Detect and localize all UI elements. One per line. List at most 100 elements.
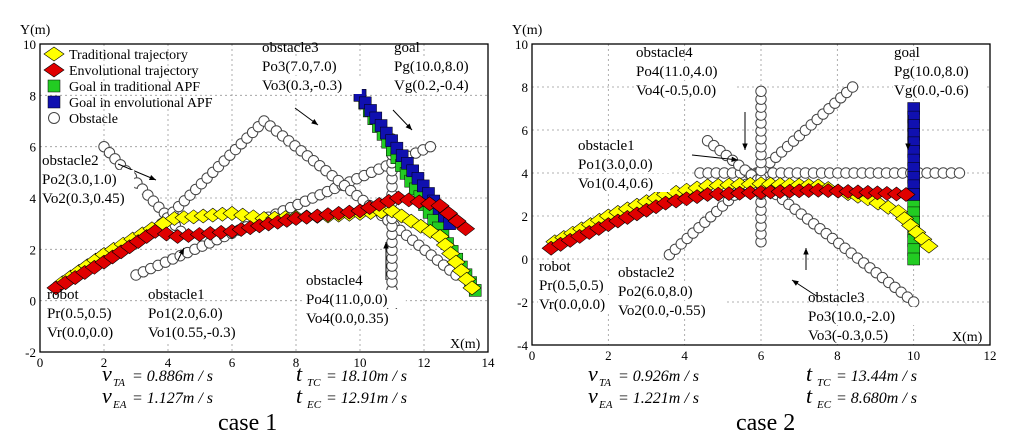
annotation-obstacle2: obstacle2 Po2(6.0,8.0) Vo2(0.0,-0.55) — [617, 265, 726, 319]
stat-value: = 1.221m / s — [618, 390, 699, 407]
series-goal-in-envolutional-apf — [907, 102, 920, 201]
annotation-text: Po4(11.0,4.0) — [636, 64, 718, 80]
case-label: case 2 — [736, 410, 795, 436]
annotation-text: Po2(3.0,1.0) — [42, 172, 117, 188]
stat-symbol: v — [588, 361, 598, 386]
arrow-head — [149, 174, 156, 181]
annotation-text: Vo1(0.55,-0.3) — [148, 325, 236, 341]
x-axis-label: X(m) — [450, 337, 481, 352]
annotation-text: Vo1(0.4,0.6) — [578, 176, 653, 192]
obstacle-point — [424, 140, 437, 153]
y-axis-label: Y(m) — [20, 23, 51, 38]
legend-marker — [47, 95, 61, 109]
annotation-bg — [261, 76, 362, 94]
annotation-goal: goal Pg(10.0,8.0) Vg(0.0,-0.6) — [893, 45, 987, 99]
annotation-obstacle4: obstacle4 Po4(11.0,4.0) Vo4(-0.5,0.0) — [635, 45, 736, 99]
trajectory-point — [456, 221, 476, 237]
annotation-arrow — [117, 163, 157, 181]
annotation-bg — [893, 62, 987, 80]
arrow-head — [731, 156, 738, 163]
annotation-text: obstacle1 — [578, 138, 635, 154]
y-tick-label: 6 — [522, 123, 529, 138]
series-envolutional-trajectory — [541, 182, 916, 256]
annotation-obstacle3: obstacle3 Po3(7.0,7.0) Vo3(0.3,-0.3) — [261, 40, 362, 94]
y-tick-label: 2 — [30, 242, 37, 257]
legend-marker — [43, 46, 65, 62]
annotation-text: obstacle2 — [42, 153, 99, 169]
trajectory-point — [919, 238, 939, 254]
legend-marker — [47, 79, 61, 93]
annotation-text: Po4(11.0,0.0) — [306, 292, 388, 308]
stat-value: = 13.44m / s — [836, 368, 917, 385]
annotation-text: Pr(0.5,0.5) — [539, 278, 604, 294]
stat-subscript: EC — [816, 399, 832, 411]
annotation-text: Vg(0.0,-0.6) — [894, 83, 969, 99]
annotation-bg — [46, 323, 132, 341]
annotation-bg — [41, 189, 142, 207]
stat-t-EC: t EC = 12.91m / s — [296, 383, 407, 411]
annotation-text: Pr(0.5,0.5) — [47, 306, 112, 322]
y-tick-label: 10 — [515, 37, 528, 52]
goal-point — [907, 252, 920, 266]
legend-label: Goal in traditional APF — [69, 80, 200, 95]
x-tick-label: 4 — [165, 355, 172, 370]
stat-subscript: EC — [306, 399, 322, 411]
stat-value: = 8.680m / s — [836, 390, 917, 407]
series-envolutional-trajectory — [46, 190, 476, 296]
annotation-text: Pg(10.0,8.0) — [894, 64, 969, 80]
annotation-bg — [305, 309, 406, 327]
x-tick-label: 10 — [907, 348, 920, 363]
annotation-bg — [147, 304, 241, 322]
stat-symbol: t — [806, 361, 813, 386]
series-obstacle3 — [701, 135, 920, 308]
annotation-bg — [261, 57, 355, 75]
annotation-text: Po1(3.0,0.0) — [578, 157, 653, 173]
annotation-bg — [46, 304, 132, 322]
annotation-arrow — [691, 154, 739, 161]
stat-value: = 0.886m / s — [132, 368, 213, 385]
annotation-bg — [635, 62, 736, 80]
stat-v-TA: v TA = 0.926m / s — [588, 361, 699, 389]
stat-t-TC: t TC = 13.44m / s — [806, 361, 917, 389]
annotation-bg — [305, 290, 406, 308]
y-tick-label: -4 — [517, 338, 528, 353]
stat-t-TC: t TC = 18.10m / s — [296, 361, 407, 389]
trajectory-point — [896, 187, 916, 202]
annotation-robot: robot Pr(0.5,0.5) Vr(0.0,0.0) — [46, 287, 132, 341]
annotation-text: Po3(10.0,-2.0) — [808, 309, 895, 325]
arrow-head — [803, 248, 809, 255]
x-tick-label: 12 — [418, 355, 431, 370]
y-tick-label: 0 — [30, 294, 37, 309]
arrow-head — [383, 242, 389, 249]
annotation-bg — [807, 326, 908, 344]
annotation-bg — [538, 295, 624, 313]
annotation-bg — [393, 57, 487, 75]
annotation-bg — [893, 81, 987, 99]
y-tick-label: 4 — [522, 166, 529, 181]
arrow-head — [742, 143, 748, 150]
arrow-head — [792, 280, 799, 286]
annotation-text: Vo4(0.0,0.35) — [306, 311, 389, 327]
stat-value: = 18.10m / s — [326, 368, 407, 385]
obstacle-point — [755, 85, 767, 98]
stat-subscript: TA — [599, 377, 611, 389]
x-tick-label: 14 — [482, 355, 496, 370]
stat-symbol: v — [102, 361, 112, 386]
x-tick-label: 2 — [605, 348, 612, 363]
annotation-text: Po2(6.0,8.0) — [618, 284, 693, 300]
stat-symbol: v — [102, 383, 112, 408]
annotation-text: Vo2(0.0,-0.55) — [618, 303, 706, 319]
annotation-text: Vo4(-0.5,0.0) — [636, 83, 716, 99]
x-tick-label: 10 — [354, 355, 367, 370]
stat-subscript: TC — [817, 377, 831, 389]
annotation-bg — [617, 282, 711, 300]
x-tick-label: 12 — [984, 348, 997, 363]
annotation-text: obstacle3 — [262, 40, 319, 56]
trajectory-point — [462, 280, 482, 296]
legend-marker — [43, 62, 65, 78]
stat-t-EC: t EC = 8.680m / s — [806, 383, 917, 411]
annotation-text: obstacle4 — [306, 273, 363, 289]
annotation-bg — [577, 155, 671, 173]
